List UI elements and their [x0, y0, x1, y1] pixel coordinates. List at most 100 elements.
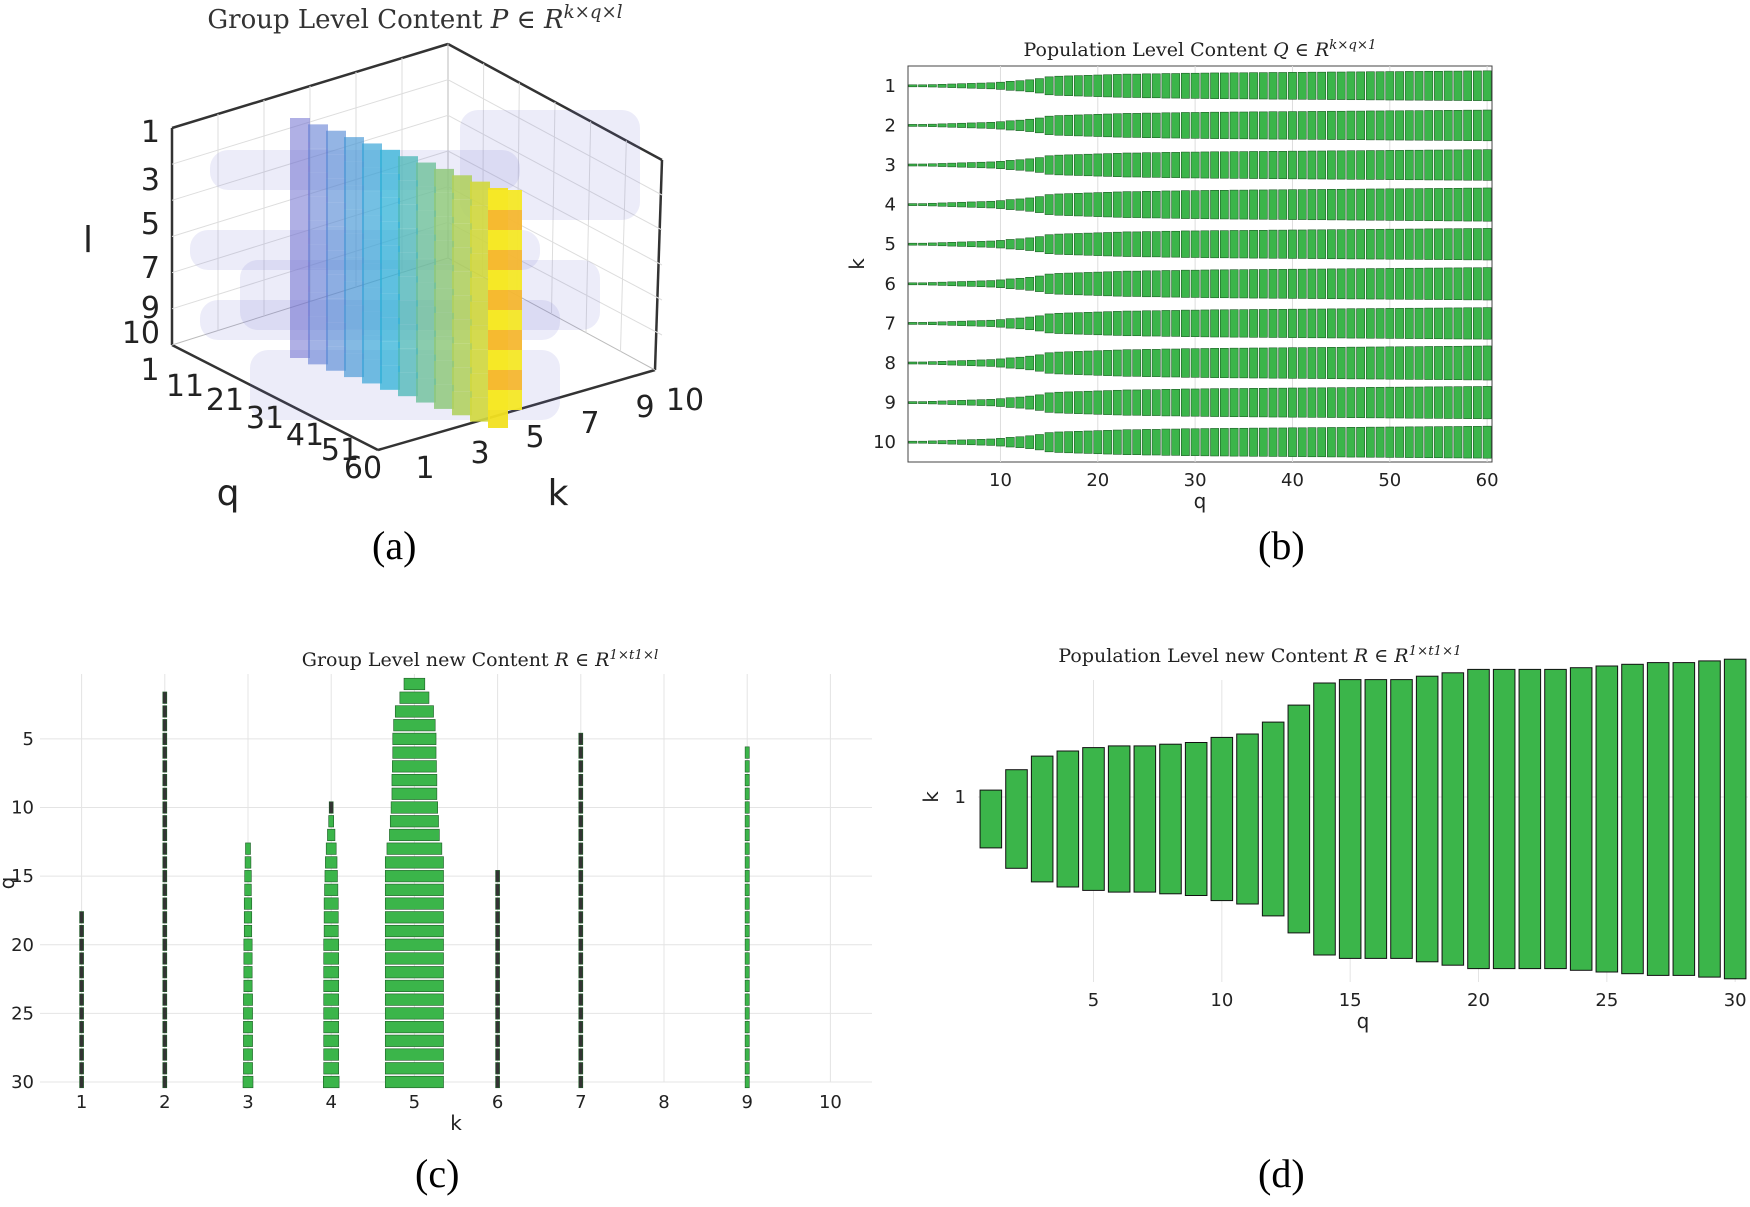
- chart-b-bar: [1327, 150, 1336, 180]
- chart-a-voxel: [398, 204, 418, 229]
- chart-b-bar: [1035, 157, 1044, 173]
- chart-b-bar: [1395, 188, 1404, 221]
- chart-b-bar: [1025, 277, 1035, 291]
- chart-c-bar: [323, 924, 339, 938]
- chart-c-xlabel: k: [450, 1111, 462, 1135]
- chart-b-bar: [927, 282, 937, 286]
- chart-b-bar: [1093, 74, 1103, 97]
- chart-c-bar: [495, 979, 500, 992]
- chart-b-bar: [1482, 386, 1492, 420]
- chart-b-bar: [1346, 150, 1356, 180]
- chart-b-bar: [1365, 229, 1375, 260]
- chart-b-bar: [1453, 188, 1463, 222]
- chart-b-title: Population Level Content Q ∈ Rk×q×1: [1024, 38, 1377, 62]
- chart-b-bar: [1171, 73, 1181, 99]
- chart-b-bar: [1278, 269, 1288, 299]
- chart-b-bar: [1288, 229, 1297, 259]
- chart-b-bar: [1365, 308, 1375, 339]
- chart-b-bar: [1404, 228, 1414, 260]
- chart-b-bar: [1210, 230, 1219, 259]
- chart-d-bar: [1441, 672, 1465, 966]
- chart-b-bar: [957, 360, 966, 366]
- chart-b-bar: [1025, 197, 1035, 212]
- chart-c-bar: [578, 897, 584, 910]
- chart-b-bar: [1404, 149, 1414, 181]
- chart-b-bar: [1005, 160, 1015, 170]
- chart-b-bar: [1463, 187, 1473, 222]
- chart-b-bar: [1064, 351, 1073, 375]
- chart-b-bar: [1161, 152, 1171, 178]
- chart-b-bar: [1424, 426, 1434, 459]
- chart-b-bar: [996, 358, 1005, 368]
- chart-d-bar: [1338, 679, 1362, 959]
- chart-b-bar: [1443, 110, 1453, 141]
- chart-d-bar: [1159, 743, 1182, 895]
- chart-b-bar: [1142, 349, 1151, 377]
- chart-c-bar: [495, 897, 500, 910]
- chart-b-bar: [966, 399, 976, 406]
- chart-c-bar: [578, 787, 584, 800]
- chart-b-bar: [976, 359, 986, 367]
- chart-b-bar: [1054, 391, 1064, 414]
- chart-b-bar: [1453, 386, 1463, 419]
- chart-b-bar: [1132, 429, 1142, 455]
- chart-a-q-tick: 11: [166, 369, 204, 404]
- chart-a-voxel: [434, 264, 454, 289]
- chart-b-bar: [966, 122, 976, 129]
- chart-c-bar: [578, 1007, 584, 1020]
- chart-b-bar: [1404, 386, 1414, 419]
- chart-c-bar: [578, 842, 584, 855]
- chart-a-voxel: [308, 268, 328, 293]
- chart-b-bar: [1015, 80, 1025, 92]
- chart-a-voxel: [380, 245, 400, 270]
- chart-b-bar: [1317, 268, 1327, 299]
- chart-c-bar: [495, 993, 500, 1006]
- chart-b-bar: [1093, 153, 1103, 177]
- chart-c-xtick: 9: [741, 1092, 752, 1113]
- chart-b-bar: [1151, 152, 1161, 178]
- chart-d-bar: [1364, 679, 1388, 959]
- chart-b-bar: [1044, 392, 1054, 413]
- chart-b-bar: [1288, 308, 1297, 338]
- chart-b-bar: [1181, 309, 1190, 337]
- chart-b-bar: [1443, 426, 1453, 459]
- chart-b-bar: [1336, 387, 1346, 418]
- chart-c-bar: [162, 801, 168, 814]
- chart-c-bar: [744, 1048, 750, 1061]
- chart-b-bar: [1093, 390, 1103, 415]
- chart-b-bar: [1151, 429, 1161, 456]
- chart-b-bar: [918, 163, 927, 167]
- chart-a-voxel: [290, 190, 310, 214]
- chart-b-bar: [1015, 159, 1025, 171]
- chart-b-bar: [996, 279, 1005, 288]
- chart-b-ytick: 5: [885, 234, 896, 255]
- chart-b-bar: [1190, 269, 1200, 298]
- chart-b-bar: [976, 241, 986, 248]
- chart-b-bar: [1083, 350, 1093, 376]
- chart-b-bar: [1453, 267, 1463, 300]
- chart-c-bar: [323, 1048, 339, 1061]
- chart-b-bar: [1171, 389, 1181, 417]
- chart-c-bar: [495, 952, 500, 965]
- chart-b-bar: [1112, 311, 1122, 336]
- chart-b-bar: [1317, 347, 1327, 379]
- chart-c-bar: [323, 1034, 339, 1047]
- chart-b-bar: [1327, 387, 1336, 418]
- chart-b-bar: [1025, 395, 1035, 410]
- chart-b-bar: [1171, 428, 1181, 456]
- chart-c-bar: [384, 1007, 444, 1020]
- chart-c-xtick: 3: [242, 1092, 253, 1113]
- chart-b-bar: [1453, 110, 1463, 141]
- chart-b-bar: [976, 280, 986, 288]
- chart-b-bar: [1064, 312, 1073, 335]
- chart-b-bar: [986, 359, 996, 367]
- chart-b-bar: [1229, 72, 1239, 100]
- chart-c-bar: [162, 979, 168, 992]
- chart-a-voxel: [344, 209, 364, 234]
- chart-b-bar: [1365, 110, 1375, 141]
- chart-b-bar: [1015, 436, 1025, 448]
- chart-b-bar: [947, 439, 957, 445]
- chart-b-bar: [1035, 394, 1044, 411]
- chart-b-bar: [1434, 267, 1443, 300]
- chart-c-bar: [162, 938, 168, 951]
